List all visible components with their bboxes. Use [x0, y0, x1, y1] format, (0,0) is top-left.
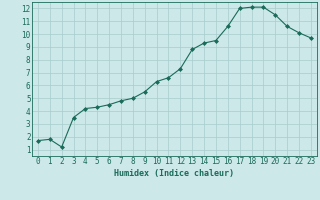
X-axis label: Humidex (Indice chaleur): Humidex (Indice chaleur): [115, 169, 234, 178]
